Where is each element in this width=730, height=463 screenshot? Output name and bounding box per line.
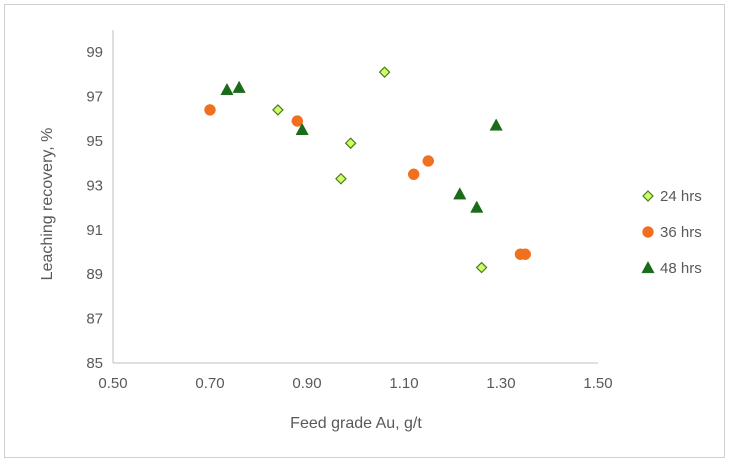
series-24-hrs (272, 66, 488, 274)
legend-marker (641, 260, 655, 274)
x-tick-label: 1.10 (389, 375, 418, 392)
legend-label: 36 hrs (660, 224, 702, 241)
axes (112, 30, 598, 364)
legend: 24 hrs 36 hrs 48 hrs (641, 188, 702, 277)
series-36-hrs (204, 104, 531, 260)
data-point (204, 104, 216, 116)
y-tick-label: 93 (86, 177, 103, 194)
data-point (344, 137, 357, 150)
data-point (220, 82, 234, 96)
series-48-hrs (220, 80, 503, 213)
x-tick-label: 1.30 (486, 375, 515, 392)
y-tick-label: 85 (86, 355, 103, 372)
x-axis-title: Feed grade Au, g/t (290, 415, 422, 432)
data-point (291, 115, 304, 127)
data-point (378, 66, 391, 79)
data-point (232, 80, 246, 93)
data-point (475, 261, 488, 274)
chart-frame (4, 4, 725, 458)
data-points (204, 66, 531, 274)
legend-label: 24 hrs (660, 188, 702, 205)
data-point (335, 172, 347, 185)
legend-marker (642, 190, 654, 202)
data-point (519, 248, 531, 260)
data-point (470, 200, 484, 213)
data-point (489, 118, 503, 131)
legend-marker (642, 226, 654, 238)
data-point (422, 155, 434, 167)
x-tick-label: 0.90 (292, 375, 321, 392)
x-tick-label: 0.50 (98, 375, 127, 392)
x-tick-label: 0.70 (195, 375, 224, 392)
y-tick-label: 95 (86, 133, 103, 150)
data-point (295, 122, 309, 136)
x-tick-label: 1.50 (583, 375, 612, 392)
x-tick-labels: 0.50 0.70 0.90 1.10 1.30 1.50 (98, 375, 612, 392)
y-tick-label: 99 (86, 44, 103, 61)
y-tick-label: 97 (86, 89, 103, 106)
data-point (407, 168, 420, 181)
data-point (453, 187, 467, 200)
y-tick-label: 89 (86, 266, 103, 283)
y-tick-label: 91 (86, 222, 103, 239)
y-tick-labels: 85 87 89 91 93 95 97 99 (86, 44, 103, 372)
data-point (272, 104, 284, 116)
legend-label: 48 hrs (660, 260, 702, 277)
y-axis-title: Leaching recovery, % (39, 128, 56, 281)
y-tick-label: 87 (86, 311, 103, 328)
